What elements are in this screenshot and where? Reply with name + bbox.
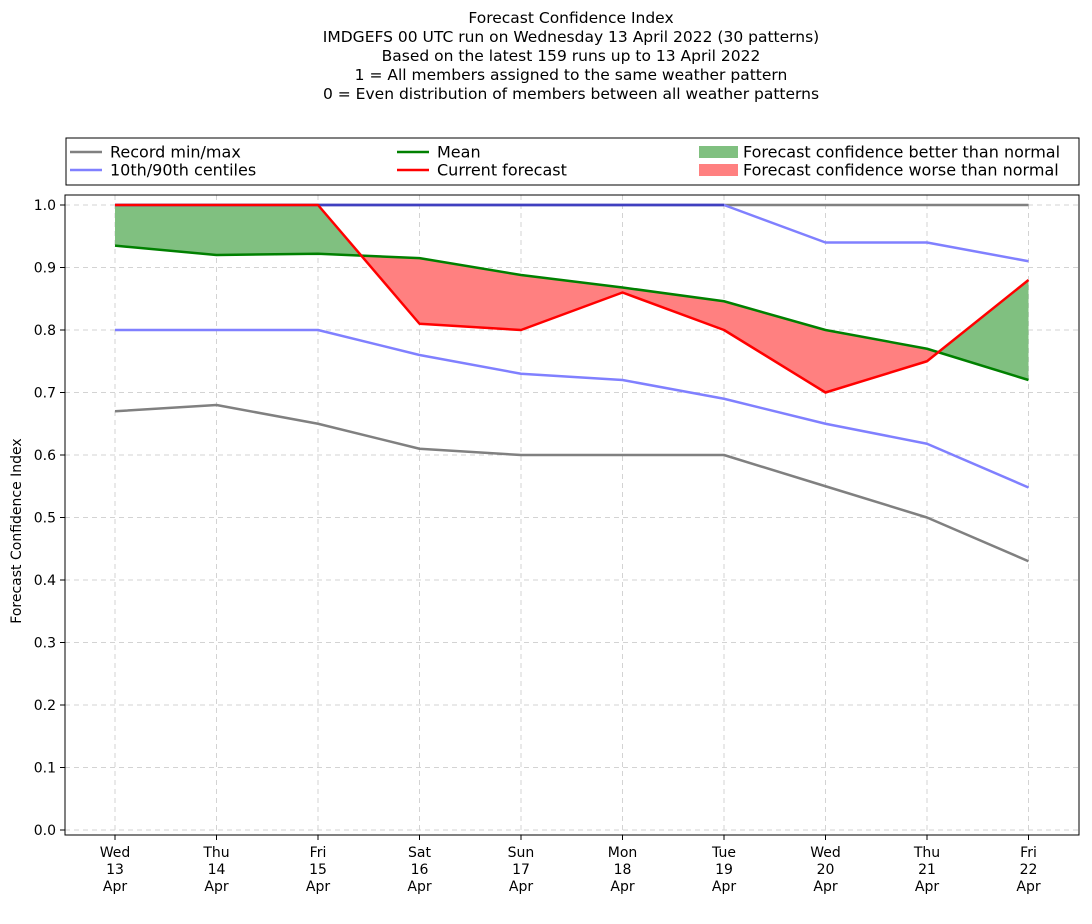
x-tick-label: 19: [715, 862, 733, 878]
y-tick-label: 0.5: [34, 511, 56, 527]
x-tick-label: Thu: [202, 845, 229, 861]
fill-better-than-normal: [115, 205, 217, 255]
legend-entry: Mean: [437, 143, 481, 162]
title-line: Based on the latest 159 runs up to 13 Ap…: [382, 47, 761, 65]
series-current-forecast: [115, 203, 1030, 394]
series-record-min: [114, 403, 1029, 563]
y-tick-label: 0.2: [34, 698, 56, 714]
x-tick-label: 17: [512, 862, 530, 878]
x-tick-label: 15: [309, 862, 327, 878]
confidence-fills: [115, 205, 1029, 393]
legend-entry: 10th/90th centiles: [110, 161, 256, 180]
x-tick-label: Wed: [810, 845, 841, 861]
x-tick-label: Apr: [813, 879, 837, 895]
legend-swatch: [699, 146, 738, 158]
title-line: IMDGEFS 00 UTC run on Wednesday 13 April…: [323, 28, 819, 46]
x-tick-label: Apr: [1016, 879, 1040, 895]
x-tick-label: Apr: [103, 879, 127, 895]
y-tick-label: 0.6: [34, 448, 56, 464]
y-tick-label: 1.0: [34, 198, 56, 214]
fill-worse-than-normal: [825, 330, 927, 393]
x-tick-label: Apr: [610, 879, 634, 895]
title-line: 1 = All members assigned to the same wea…: [355, 66, 788, 84]
x-tick-label: Mon: [608, 845, 638, 861]
x-axis: Wed13AprThu14AprFri15AprSat16AprSun17Apr…: [100, 835, 1041, 895]
x-tick-label: 18: [614, 862, 632, 878]
y-tick-label: 0.3: [34, 636, 56, 652]
x-tick-label: 16: [411, 862, 429, 878]
x-tick-label: Fri: [1020, 845, 1037, 861]
x-tick-label: Apr: [204, 879, 228, 895]
x-tick-label: 20: [817, 862, 835, 878]
y-tick-label: 0.7: [34, 386, 56, 402]
x-tick-label: Thu: [913, 845, 940, 861]
legend-swatch: [699, 164, 738, 176]
y-axis-label: Forecast Confidence Index: [9, 438, 25, 623]
legend: Record min/max Mean Forecast confidence be…: [65, 137, 1080, 186]
x-tick-label: Tue: [711, 845, 736, 861]
x-tick-label: 14: [208, 862, 226, 878]
x-tick-label: 13: [106, 862, 124, 878]
x-tick-label: 22: [1020, 862, 1038, 878]
x-tick-label: Apr: [509, 879, 533, 895]
legend-entry: Record min/max: [110, 143, 241, 162]
fill-better-than-normal: [938, 280, 1029, 380]
legend-entry: Forecast confidence worse than normal: [743, 161, 1059, 180]
legend-entry: Current forecast: [437, 161, 567, 180]
series-lines: [114, 203, 1030, 563]
y-tick-label: 0.1: [34, 761, 56, 777]
fill-worse-than-normal: [521, 275, 623, 330]
grid: [65, 195, 1079, 835]
fill-better-than-normal: [216, 205, 318, 255]
legend-entry: Forecast confidence better than normal: [743, 143, 1060, 162]
y-tick-label: 0.4: [34, 573, 56, 589]
x-tick-label: Sat: [408, 845, 431, 861]
fill-worse-than-normal: [419, 258, 521, 330]
x-tick-label: Apr: [915, 879, 939, 895]
x-tick-label: 21: [918, 862, 936, 878]
series-mean: [114, 244, 1029, 382]
x-tick-label: Apr: [712, 879, 736, 895]
title-line: 0 = Even distribution of members between…: [323, 85, 819, 103]
x-tick-label: Fri: [310, 845, 327, 861]
y-tick-label: 0.8: [34, 323, 56, 339]
y-tick-label: 0.9: [34, 261, 56, 277]
y-tick-label: 0.0: [34, 823, 56, 839]
x-tick-label: Apr: [306, 879, 330, 895]
series-10th-centile: [115, 328, 1029, 489]
title-line: Forecast Confidence Index: [468, 9, 673, 27]
legend-frame: [65, 137, 1080, 186]
x-tick-label: Wed: [100, 845, 131, 861]
y-axis: 0.0 0.1 0.2 0.3 0.4 0.5 0.6 0.7 0.8 0.9 1.0: [34, 198, 65, 839]
x-tick-label: Sun: [508, 845, 535, 861]
x-tick-label: Apr: [407, 879, 431, 895]
plot-frame: [64, 194, 1080, 836]
